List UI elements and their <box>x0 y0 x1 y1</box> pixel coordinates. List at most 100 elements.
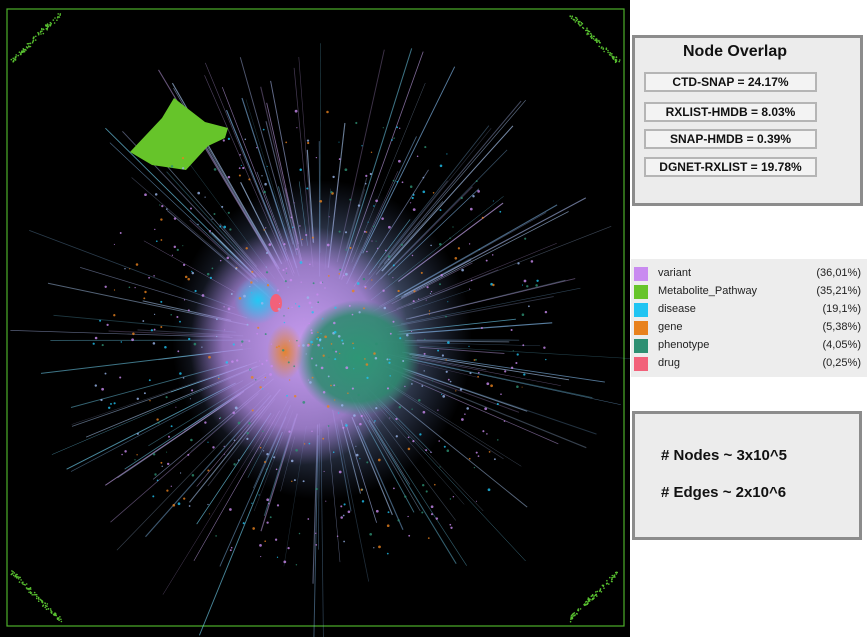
node-dot <box>299 261 303 264</box>
node-dot <box>437 409 439 411</box>
node-dot <box>487 488 491 492</box>
metabolite-node-dot <box>34 39 37 41</box>
metabolite-node-dot <box>584 603 587 606</box>
node-dot <box>477 371 480 374</box>
legend-item-gene[interactable]: gene (5,38%) <box>631 319 867 337</box>
metabolite-node-dot <box>579 608 582 610</box>
node-dot <box>522 344 525 347</box>
legend-swatch <box>634 267 648 281</box>
node-dot <box>288 379 291 381</box>
node-dot <box>430 513 434 516</box>
metabolite-node-dot <box>576 18 579 21</box>
metabolite-node-dot <box>47 25 49 27</box>
node-dot <box>168 435 170 438</box>
node-dot <box>99 319 102 322</box>
node-dot <box>477 375 479 378</box>
legend-item-phenotype[interactable]: phenotype (4,05%) <box>631 337 867 355</box>
node-dot <box>181 157 185 160</box>
metabolite-node-dot <box>610 580 613 583</box>
node-dot <box>389 358 391 361</box>
node-dot <box>399 127 401 129</box>
node-dot <box>176 248 179 252</box>
node-dot <box>218 376 220 378</box>
node-dot <box>265 251 269 255</box>
node-dot <box>152 342 156 345</box>
node-dot <box>395 417 398 421</box>
node-dot <box>264 540 267 543</box>
node-dot <box>396 180 399 183</box>
node-dot <box>136 454 138 456</box>
node-dot <box>486 433 488 435</box>
node-dot <box>387 255 391 258</box>
node-dot <box>290 216 293 219</box>
metabolite-node-dot <box>25 49 27 51</box>
legend-item-variant[interactable]: variant (36,01%) <box>631 265 867 283</box>
node-dot <box>275 468 278 471</box>
node-dot <box>378 545 381 549</box>
metabolite-node-dot <box>608 54 611 56</box>
metabolite-node-dot <box>615 573 618 575</box>
node-dot <box>477 455 480 457</box>
metabolite-node-dot <box>21 582 23 584</box>
network-graph-visualization[interactable] <box>0 0 630 637</box>
node-dot <box>230 293 233 295</box>
metabolite-node-dot <box>19 576 22 579</box>
node-dot <box>171 254 174 256</box>
node-dot <box>113 289 116 291</box>
node-dot <box>364 285 367 288</box>
node-dot <box>113 402 116 405</box>
metabolite-node-dot <box>40 33 42 35</box>
node-dot <box>294 109 298 113</box>
node-dot <box>183 299 186 301</box>
node-dot <box>386 358 389 361</box>
node-dot <box>131 338 134 342</box>
node-dot <box>284 280 287 283</box>
node-dot <box>238 174 241 177</box>
node-dot <box>359 458 361 460</box>
node-dot <box>303 443 306 445</box>
legend-percent: (0,25%) <box>822 357 861 369</box>
node-dot <box>100 398 103 402</box>
node-dot <box>213 213 216 215</box>
node-dot <box>282 269 285 272</box>
legend-item-disease[interactable]: disease (19,1%) <box>631 301 867 319</box>
node-dot <box>428 310 431 312</box>
node-dot <box>347 510 351 514</box>
node-dot <box>523 279 527 283</box>
legend-item-drug[interactable]: drug (0,25%) <box>631 355 867 373</box>
node-dot <box>374 356 378 360</box>
node-dot <box>166 462 170 466</box>
node-dot <box>312 343 314 346</box>
metabolite-node-dot <box>12 571 14 573</box>
metabolite-node-dot <box>596 41 598 44</box>
metabolite-node-dot <box>56 617 59 620</box>
node-dot <box>246 323 249 326</box>
node-dot <box>283 560 287 564</box>
metabolite-node-dot <box>582 27 585 30</box>
node-dot <box>257 326 260 329</box>
node-dot <box>120 341 123 343</box>
node-scatter <box>10 13 621 623</box>
node-dot <box>262 430 264 432</box>
node-dot <box>393 487 395 490</box>
node-dot <box>303 318 305 320</box>
node-dot <box>322 390 326 394</box>
metabolite-node-dot <box>613 576 615 578</box>
node-dot <box>459 388 463 391</box>
metabolite-node-dot <box>47 607 50 610</box>
node-dot <box>407 447 411 451</box>
metabolite-node-dot <box>576 613 578 615</box>
node-dot <box>160 326 163 328</box>
node-dot <box>351 313 354 316</box>
node-dot <box>353 414 356 417</box>
node-dot <box>104 285 107 288</box>
legend-item-metabolite-pathway[interactable]: Metabolite_Pathway (35,21%) <box>631 283 867 301</box>
metabolite-node-dot <box>40 599 43 602</box>
metabolite-node-dot <box>35 35 37 38</box>
node-dot <box>180 472 182 474</box>
node-dot <box>143 392 146 395</box>
metabolite-node-dot <box>577 20 580 23</box>
metabolite-node-dot <box>37 32 40 35</box>
node-dot <box>236 359 239 362</box>
metabolite-node-dot <box>581 22 584 25</box>
